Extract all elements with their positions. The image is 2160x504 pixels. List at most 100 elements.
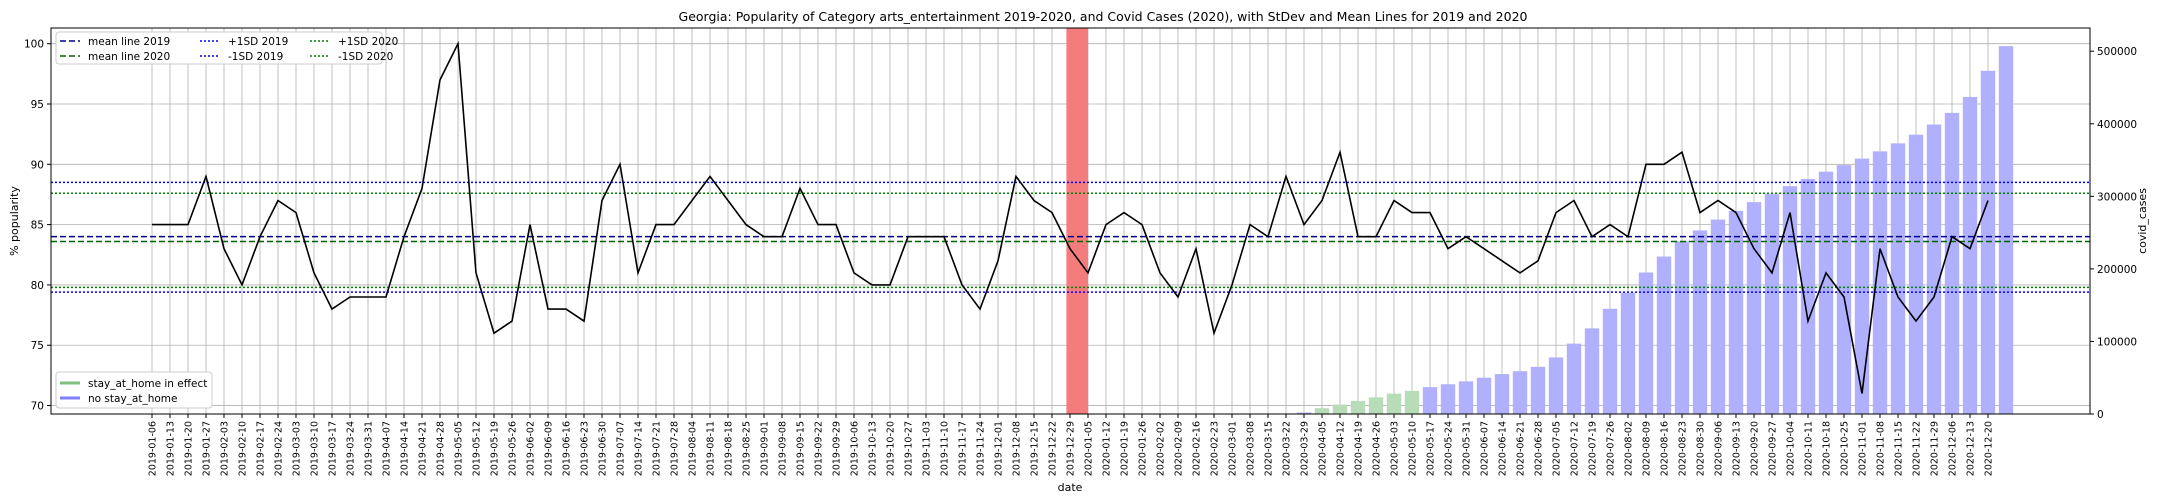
covid-bar bbox=[1584, 328, 1600, 414]
covid-bar bbox=[1674, 241, 1690, 414]
legend-line-label: -1SD 2019 bbox=[228, 51, 283, 63]
covid-bar bbox=[1692, 230, 1708, 414]
covid-bar bbox=[1998, 46, 2014, 414]
x-tick-label: 2020-11-15 bbox=[1894, 421, 1905, 476]
x-tick-label: 2020-05-17 bbox=[1426, 421, 1437, 476]
x-tick-label: 2019-11-03 bbox=[922, 421, 933, 476]
x-tick-label: 2020-10-11 bbox=[1804, 421, 1815, 476]
x-tick-label: 2019-02-10 bbox=[238, 421, 249, 476]
y-axis-label: % popularity bbox=[8, 186, 21, 256]
covid-bar bbox=[1710, 219, 1726, 414]
y-axis-left: 70 75 80 85 90 95 100 bbox=[24, 39, 51, 413]
x-tick-label: 2020-01-12 bbox=[1102, 421, 1113, 476]
covid-bar bbox=[1422, 387, 1438, 414]
x-tick-label: 2019-05-12 bbox=[472, 421, 483, 476]
x-tick-label: 2020-10-25 bbox=[1840, 421, 1851, 476]
x-tick-label: 2020-02-09 bbox=[1174, 421, 1185, 476]
x-tick-label: 2019-06-02 bbox=[526, 421, 537, 476]
x-tick-label: 2019-06-23 bbox=[580, 421, 591, 476]
x-tick-label: 2020-09-06 bbox=[1714, 421, 1725, 476]
x-tick-label: 2019-01-13 bbox=[166, 421, 177, 476]
covid-bar bbox=[1602, 308, 1618, 414]
x-tick-label: 2019-03-31 bbox=[364, 421, 375, 476]
y-tick-label: 90 bbox=[31, 159, 44, 171]
y-tick-label: 80 bbox=[31, 280, 44, 292]
y2-tick-label: 300000 bbox=[2097, 191, 2137, 203]
x-tick-label: 2019-05-19 bbox=[490, 421, 501, 476]
y-tick-label: 85 bbox=[31, 220, 44, 232]
x-tick-label: 2019-06-16 bbox=[562, 421, 573, 476]
x-tick-label: 2020-03-22 bbox=[1282, 421, 1293, 476]
x-tick-label: 2019-07-21 bbox=[652, 421, 663, 476]
x-tick-label: 2019-09-15 bbox=[796, 421, 807, 476]
x-tick-label: 2020-06-14 bbox=[1498, 421, 1509, 476]
x-tick-label: 2020-02-16 bbox=[1192, 421, 1203, 476]
y2-tick-label: 0 bbox=[2097, 409, 2104, 421]
x-tick-label: 2019-09-08 bbox=[778, 421, 789, 476]
x-tick-label: 2019-10-06 bbox=[850, 421, 861, 476]
covid-bar bbox=[1944, 112, 1960, 414]
covid-bar bbox=[1728, 210, 1744, 414]
x-tick-label: 2020-11-29 bbox=[1930, 421, 1941, 476]
x-tick-label: 2019-01-27 bbox=[202, 421, 213, 476]
y-tick-label: 95 bbox=[31, 99, 44, 111]
x-tick-label: 2019-10-20 bbox=[886, 421, 897, 476]
covid-bar bbox=[1836, 165, 1852, 414]
covid-bar bbox=[1620, 292, 1636, 414]
covid-bar bbox=[1854, 158, 1870, 414]
covid-bar bbox=[1980, 70, 1996, 414]
covid-bar bbox=[1296, 412, 1312, 414]
x-tick-label: 2019-04-21 bbox=[418, 421, 429, 476]
covid-bar bbox=[1368, 397, 1384, 414]
covid-bar bbox=[1440, 384, 1456, 414]
covid-bar bbox=[1350, 400, 1366, 414]
covid-bar bbox=[1818, 171, 1834, 414]
covid-bar bbox=[1638, 272, 1654, 414]
x-tick-label: 2019-10-27 bbox=[904, 421, 915, 476]
x-tick-label: 2019-01-06 bbox=[148, 421, 159, 476]
covid-bar bbox=[1800, 178, 1816, 414]
chart-title: Georgia: Popularity of Category arts_ent… bbox=[679, 9, 1528, 24]
x-tick-label: 2020-01-26 bbox=[1138, 421, 1149, 476]
x-tick-label: 2020-04-05 bbox=[1318, 421, 1329, 476]
x-tick-label: 2020-01-19 bbox=[1120, 421, 1131, 476]
x-tick-label: 2019-11-10 bbox=[940, 421, 951, 476]
legend-box bbox=[55, 31, 383, 65]
covid-bar bbox=[1530, 366, 1546, 414]
x-tick-label: 2020-03-08 bbox=[1246, 421, 1257, 476]
x-tick-label: 2020-08-02 bbox=[1624, 421, 1635, 476]
x-tick-label: 2020-09-20 bbox=[1750, 421, 1761, 476]
x-tick-label: 2019-06-09 bbox=[544, 421, 555, 476]
x-tick-label: 2020-10-18 bbox=[1822, 421, 1833, 476]
x-tick-label: 2020-03-15 bbox=[1264, 421, 1275, 476]
x-tick-label: 2020-03-29 bbox=[1300, 421, 1311, 476]
x-tick-label: 2020-12-13 bbox=[1966, 421, 1977, 476]
x-tick-label: 2019-02-03 bbox=[220, 421, 231, 476]
legend-line-label: +1SD 2019 bbox=[228, 36, 288, 48]
x-tick-label: 2019-03-24 bbox=[346, 421, 357, 476]
x-tick-label: 2020-02-02 bbox=[1156, 421, 1167, 476]
covid-bar bbox=[1764, 194, 1780, 414]
legend-line-label: mean line 2020 bbox=[88, 51, 170, 63]
x-tick-label: 2019-03-17 bbox=[328, 421, 339, 476]
x-tick-label: 2019-12-15 bbox=[1030, 421, 1041, 476]
x-tick-label: 2020-01-05 bbox=[1084, 421, 1095, 476]
covid-bar bbox=[1314, 408, 1330, 414]
x-tick-label: 2019-09-22 bbox=[814, 421, 825, 476]
x-tick-label: 2019-03-10 bbox=[310, 421, 321, 476]
x-tick-label: 2019-10-13 bbox=[868, 421, 879, 476]
x-tick-label: 2019-05-26 bbox=[508, 421, 519, 476]
x-tick-label: 2019-08-11 bbox=[706, 421, 717, 476]
x-tick-label: 2019-12-08 bbox=[1012, 421, 1023, 476]
x-tick-label: 2019-12-01 bbox=[994, 421, 1005, 476]
x-tick-label: 2020-12-06 bbox=[1948, 421, 1959, 476]
x-tick-label: 2019-07-07 bbox=[616, 421, 627, 476]
x-tick-label: 2019-09-29 bbox=[832, 421, 843, 476]
x-tick-label: 2020-08-30 bbox=[1696, 421, 1707, 476]
x-tick-label: 2019-04-07 bbox=[382, 421, 393, 476]
x-tick-label: 2020-05-10 bbox=[1408, 421, 1419, 476]
x-tick-label: 2020-09-13 bbox=[1732, 421, 1743, 476]
x-tick-label: 2020-06-21 bbox=[1516, 421, 1527, 476]
covid-bar bbox=[1494, 374, 1510, 414]
